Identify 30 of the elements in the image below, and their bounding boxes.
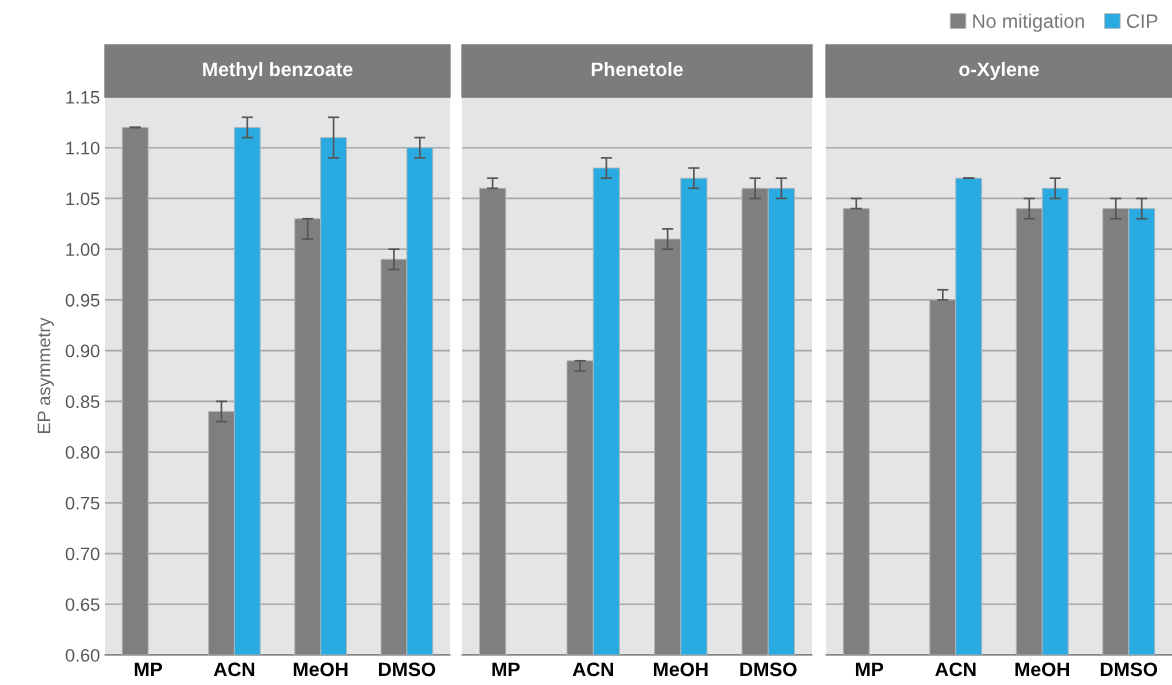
y-tick-label: 0.70 — [65, 547, 100, 561]
x-tick-label: MP — [134, 662, 163, 677]
x-tick-label: MeOH — [653, 662, 708, 677]
y-tick-label: 1.05 — [66, 192, 100, 206]
x-tick-label: MeOH — [293, 662, 348, 677]
x-tick-label: MP — [492, 662, 520, 677]
y-tick-label: 1.00 — [66, 243, 100, 256]
y-tick-label: 1.15 — [66, 91, 100, 104]
chart-title: Phenetole — [591, 61, 683, 77]
y-axis-title: EP asymmetry — [37, 317, 54, 434]
y-tick-label: 1.10 — [66, 141, 100, 155]
x-tick-label: ACN — [213, 662, 255, 677]
y-tick-label: 0.80 — [65, 446, 100, 459]
legend-label: No mitigation — [973, 13, 1084, 32]
y-tick-label: 0.60 — [65, 648, 100, 662]
y-tick-label: 0.65 — [65, 598, 100, 611]
y-tick-label: 0.75 — [65, 496, 100, 510]
chart-title: o-Xylene — [959, 61, 1039, 81]
legend-label: CIP — [1126, 14, 1158, 28]
y-tick-label: 0.85 — [65, 395, 100, 409]
x-tick-label: ACN — [572, 662, 613, 677]
x-tick-label: MeOH — [1015, 662, 1070, 677]
x-tick-label: DMSO — [1100, 662, 1158, 677]
x-tick-label: MP — [855, 662, 884, 677]
y-tick-label: 0.90 — [65, 344, 100, 358]
chart-title: Methyl benzoate — [203, 61, 353, 81]
x-tick-label: DMSO — [740, 662, 797, 677]
x-tick-label: DMSO — [379, 662, 436, 677]
x-tick-label: ACN — [935, 662, 976, 677]
y-tick-label: 0.95 — [65, 293, 100, 307]
